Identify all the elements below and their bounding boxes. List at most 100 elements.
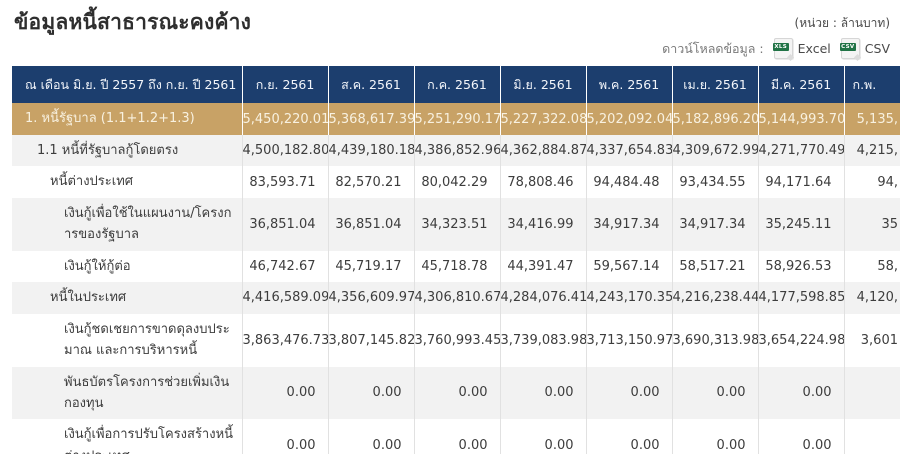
value-cell: 3,654,224.98: [757, 313, 844, 367]
value-cell: 4,439,180.18: [327, 135, 414, 167]
column-header-range: ณ เดือน มิ.ย. ปี 2557 ถึง ก.ย. ปี 2561: [12, 66, 242, 103]
value-cell: 35: [843, 197, 900, 251]
table-row: พันธบัตรโครงการช่วยเพิ่มเงินกองทุน 0.00 0.…: [12, 366, 900, 420]
value-cell: 94,484.48: [585, 166, 672, 198]
value-cell: 94,: [843, 166, 900, 198]
value-cell: 34,323.51: [413, 197, 500, 251]
value-cell: 5,144,993.70: [757, 103, 844, 135]
column-header-month: มี.ค. 2561: [757, 66, 844, 103]
xls-file-icon: XLS: [772, 38, 794, 62]
value-cell: [843, 366, 900, 420]
page-header: ข้อมูลหนี้สาธารณะคงค้าง (หน่วย : ล้านบาท…: [0, 0, 900, 64]
page-title: ข้อมูลหนี้สาธารณะคงค้าง: [14, 10, 252, 34]
value-cell: 5,450,220.01: [241, 103, 328, 135]
value-cell: 78,808.46: [499, 166, 586, 198]
value-cell: 0.00: [499, 419, 586, 454]
value-cell: 5,182,896.20: [671, 103, 758, 135]
table-row: เงินกู้ชดเชยการขาดดุลงบประมาณ และการบริห…: [12, 313, 900, 367]
value-cell: 0.00: [241, 366, 328, 420]
value-cell: 0.00: [757, 366, 844, 420]
value-cell: 82,570.21: [327, 166, 414, 198]
value-cell: 5,135,: [843, 103, 900, 135]
value-cell: 44,391.47: [499, 250, 586, 283]
column-header-month: พ.ค. 2561: [585, 66, 672, 103]
value-cell: 4,284,076.41: [499, 282, 586, 314]
row-label: เงินกู้เพื่อใช้ในแผนงาน/โครงการของรัฐบาล: [12, 197, 242, 251]
value-cell: 3,601: [843, 313, 900, 367]
value-cell: 34,416.99: [499, 197, 586, 251]
value-cell: 34,917.34: [671, 197, 758, 251]
xls-badge: XLS: [772, 43, 789, 51]
value-cell: 4,120,: [843, 282, 900, 314]
value-cell: 4,216,238.44: [671, 282, 758, 314]
download-toolbar: ดาวน์โหลดข้อมูล : XLS Excel CSV CSV: [662, 38, 890, 62]
table-row: เงินกู้เพื่อใช้ในแผนงาน/โครงการของรัฐบาล…: [12, 197, 900, 251]
value-cell: 0.00: [327, 366, 414, 420]
value-cell: 4,271,770.49: [757, 135, 844, 167]
value-cell: 35,245.11: [757, 197, 844, 251]
value-cell: 5,251,290.17: [413, 103, 500, 135]
value-cell: 0.00: [499, 366, 586, 420]
download-excel-link[interactable]: XLS Excel: [772, 38, 831, 62]
table-row: เงินกู้เพื่อการปรับโครงสร้างหนี้ต่างประเ…: [12, 419, 900, 454]
table-row: หนี้ต่างประเทศ 83,593.71 82,570.21 80,042.2…: [12, 166, 900, 198]
column-header-month: ก.ค. 2561: [413, 66, 500, 103]
value-cell: 3,690,313.98: [671, 313, 758, 367]
unit-note: (หน่วย : ล้านบาท): [794, 16, 890, 30]
table-header-row: ณ เดือน มิ.ย. ปี 2557 ถึง ก.ย. ปี 2561 ก.…: [12, 66, 900, 103]
column-header-month: มิ.ย. 2561: [499, 66, 586, 103]
page-fold-icon: [853, 53, 861, 62]
value-cell: 5,368,617.39: [327, 103, 414, 135]
csv-file-icon: CSV: [839, 38, 861, 62]
column-header-month: ก.พ.: [843, 66, 900, 103]
table-row: 1. หนี้รัฐบาล (1.1+1.2+1.3) 5,450,220.01 5…: [12, 103, 900, 135]
value-cell: 58,: [843, 250, 900, 283]
value-cell: 5,227,322.08: [499, 103, 586, 135]
value-cell: 3,760,993.45: [413, 313, 500, 367]
value-cell: 59,567.14: [585, 250, 672, 283]
value-cell: 45,718.78: [413, 250, 500, 283]
table-row: หนี้ในประเทศ 4,416,589.09 4,356,609.97 4,30…: [12, 282, 900, 314]
value-cell: 4,386,852.96: [413, 135, 500, 167]
row-label: เงินกู้ชดเชยการขาดดุลงบประมาณ และการบริห…: [12, 313, 242, 367]
column-header-month: ก.ย. 2561: [241, 66, 328, 103]
value-cell: 4,243,170.35: [585, 282, 672, 314]
row-label: หนี้ต่างประเทศ: [12, 166, 242, 198]
value-cell: 4,309,672.99: [671, 135, 758, 167]
row-label: หนี้ในประเทศ: [12, 282, 242, 314]
value-cell: 0.00: [585, 419, 672, 454]
value-cell: 46,742.67: [241, 250, 328, 283]
value-cell: 3,863,476.73: [241, 313, 328, 367]
value-cell: 36,851.04: [327, 197, 414, 251]
value-cell: 3,739,083.98: [499, 313, 586, 367]
row-label: เงินกู้ให้กู้ต่อ: [12, 250, 242, 283]
row-label: พันธบัตรโครงการช่วยเพิ่มเงินกองทุน: [12, 366, 242, 420]
value-cell: 4,306,810.67: [413, 282, 500, 314]
value-cell: 4,500,182.80: [241, 135, 328, 167]
row-label: 1. หนี้รัฐบาล (1.1+1.2+1.3): [12, 103, 242, 135]
value-cell: 93,434.55: [671, 166, 758, 198]
download-csv-link[interactable]: CSV CSV: [839, 38, 890, 62]
value-cell: 4,356,609.97: [327, 282, 414, 314]
value-cell: 0.00: [413, 366, 500, 420]
download-label: ดาวน์โหลดข้อมูล :: [662, 40, 764, 56]
value-cell: 80,042.29: [413, 166, 500, 198]
value-cell: 4,177,598.85: [757, 282, 844, 314]
value-cell: 0.00: [327, 419, 414, 454]
value-cell: 83,593.71: [241, 166, 328, 198]
download-csv-label: CSV: [864, 41, 890, 56]
value-cell: 3,807,145.82: [327, 313, 414, 367]
public-debt-table[interactable]: ณ เดือน มิ.ย. ปี 2557 ถึง ก.ย. ปี 2561 ก.…: [12, 66, 900, 454]
value-cell: 4,337,654.83: [585, 135, 672, 167]
table-row: 1.1 หนี้ที่รัฐบาลกู้โดยตรง 4,500,182.80 4,…: [12, 135, 900, 167]
value-cell: 58,517.21: [671, 250, 758, 283]
value-cell: 0.00: [585, 366, 672, 420]
value-cell: [843, 419, 900, 454]
value-cell: 34,917.34: [585, 197, 672, 251]
value-cell: 3,713,150.97: [585, 313, 672, 367]
value-cell: 5,202,092.04: [585, 103, 672, 135]
value-cell: 58,926.53: [757, 250, 844, 283]
value-cell: 4,416,589.09: [241, 282, 328, 314]
download-excel-label: Excel: [797, 41, 831, 56]
row-label: เงินกู้เพื่อการปรับโครงสร้างหนี้ต่างประเ…: [12, 419, 242, 454]
